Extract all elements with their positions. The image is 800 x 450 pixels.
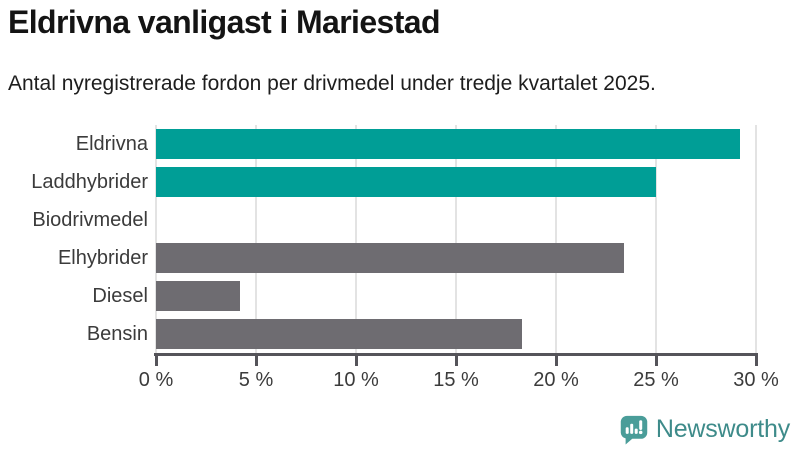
chart-subtitle: Antal nyregistrerade fordon per drivmede… <box>8 72 656 95</box>
bar-eldrivna <box>156 129 740 159</box>
x-axis-tick-label: 25 % <box>633 369 679 391</box>
x-axis-tick-label: 20 % <box>533 369 579 391</box>
category-label: Laddhybrider <box>31 171 148 193</box>
newsworthy-logo: Newsworthy <box>619 414 790 445</box>
x-axis-tick <box>454 356 458 366</box>
x-axis-tick <box>754 356 758 366</box>
category-label: Diesel <box>92 285 148 307</box>
x-axis-tick <box>354 356 358 366</box>
gridline <box>355 125 357 353</box>
x-axis-line <box>154 353 758 356</box>
x-axis-tick-label: 5 % <box>238 369 274 391</box>
gridline <box>755 125 757 353</box>
gridline <box>255 125 257 353</box>
x-axis-tick-label: 30 % <box>733 369 779 391</box>
x-axis-tick <box>554 356 558 366</box>
x-axis-tick <box>154 356 158 366</box>
category-label: Elhybrider <box>57 247 148 269</box>
bar-laddhybrider <box>156 167 656 197</box>
bar-diesel <box>156 281 240 311</box>
x-axis-tick <box>254 356 258 366</box>
gridline <box>155 125 157 353</box>
bar-bensin <box>156 319 522 349</box>
page-title: Eldrivna vanligast i Mariestad <box>8 4 441 40</box>
x-axis-tick-label: 15 % <box>433 369 479 391</box>
bar-elhybrider <box>156 243 624 273</box>
gridline <box>655 125 657 353</box>
x-axis-tick-label: 10 % <box>333 369 379 391</box>
gridline <box>455 125 457 353</box>
newsworthy-wordmark: Newsworthy <box>655 415 790 443</box>
x-axis-tick <box>654 356 658 366</box>
gridline <box>555 125 557 353</box>
category-label: Bensin <box>86 323 148 345</box>
x-axis-tick-label: 0 % <box>138 369 174 391</box>
newsworthy-icon <box>620 415 648 445</box>
category-label: Biodrivmedel <box>32 209 148 231</box>
category-label: Eldrivna <box>75 133 148 155</box>
